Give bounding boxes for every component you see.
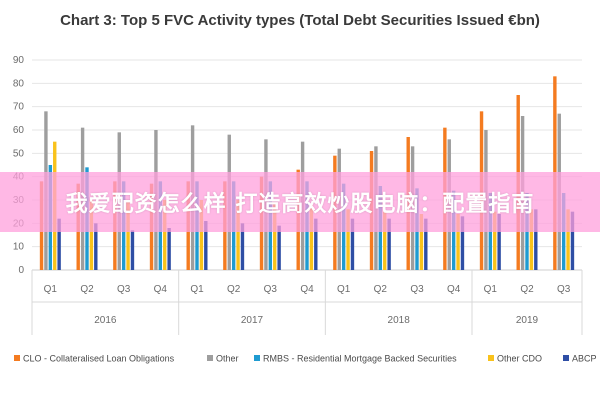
- y-tick-label: 50: [13, 148, 25, 159]
- y-tick-label: 70: [13, 102, 25, 113]
- year-label: 2019: [516, 315, 539, 326]
- bar: [309, 204, 314, 270]
- x-tick-label: Q1: [44, 284, 58, 295]
- x-tick-label: Q4: [447, 284, 461, 295]
- bar: [89, 200, 94, 270]
- x-axis: Q1 Q2 Q3 Q4 Q1 Q2 Q3 Q4 Q1 Q2 Q3 Q4 Q1 Q2 Q3 2016 2017 20…: [31, 270, 583, 335]
- bar: [236, 200, 240, 270]
- x-tick-label: Q2: [374, 284, 388, 295]
- bar: [130, 230, 135, 270]
- x-tick-label: Q1: [484, 284, 498, 295]
- bar: [167, 228, 171, 270]
- overlay-banner: 我爱配资怎么样 打造高效炒股电脑：配置指南: [0, 172, 600, 232]
- bar: [204, 221, 208, 270]
- bar: [346, 209, 350, 270]
- legend-label: Other CDO: [497, 354, 542, 364]
- bar: [94, 223, 98, 270]
- bar: [273, 202, 277, 270]
- bar: [493, 211, 497, 270]
- x-tick-label: Q1: [337, 284, 351, 295]
- bar: [424, 218, 428, 270]
- x-tick-label: Q3: [117, 284, 131, 295]
- x-tick-label: Q4: [154, 284, 168, 295]
- bar: [419, 214, 424, 270]
- x-tick-label: Q1: [190, 284, 204, 295]
- bar: [566, 209, 570, 270]
- x-tick-label: Q3: [264, 284, 278, 295]
- bar: [277, 225, 281, 270]
- bar: [199, 200, 204, 270]
- bar: [570, 211, 575, 270]
- x-tick-label: Q3: [410, 284, 424, 295]
- x-tick-label: Q2: [227, 284, 241, 295]
- bar: [163, 200, 167, 270]
- y-tick-label: 10: [13, 242, 25, 253]
- legend-swatch: [207, 355, 213, 361]
- chart-title: Chart 3: Top 5 FVC Activity types (Total…: [60, 12, 540, 29]
- y-tick-label: 80: [13, 78, 25, 89]
- bar: [240, 223, 245, 270]
- bar: [534, 209, 538, 270]
- legend-swatch: [488, 355, 494, 361]
- legend-label: Other: [216, 354, 239, 364]
- legend: CLO - Collateralised Loan Obligations Oth…: [14, 354, 597, 364]
- legend-label: CLO - Collateralised Loan Obligations: [23, 354, 175, 364]
- x-tick-label: Q3: [557, 284, 571, 295]
- bar: [314, 218, 318, 270]
- legend-swatch: [254, 355, 260, 361]
- y-tick-label: 90: [13, 55, 25, 66]
- y-axis-ticks: 0102030405060708090: [13, 55, 25, 276]
- legend-label: RMBS - Residential Mortgage Backed Secur…: [263, 354, 457, 364]
- legend-swatch: [563, 355, 569, 361]
- year-label: 2017: [241, 315, 264, 326]
- bar: [57, 218, 61, 270]
- legend-swatch: [14, 355, 20, 361]
- x-tick-label: Q2: [80, 284, 94, 295]
- year-label: 2016: [94, 315, 117, 326]
- bar: [383, 211, 387, 270]
- y-tick-label: 0: [18, 265, 24, 276]
- year-label: 2018: [388, 315, 411, 326]
- x-tick-label: Q4: [300, 284, 314, 295]
- bar: [126, 200, 130, 270]
- banner-text: 我爱配资怎么样 打造高效炒股电脑：配置指南: [65, 192, 535, 217]
- y-tick-label: 60: [13, 125, 25, 136]
- bar: [529, 209, 534, 270]
- bar: [350, 218, 355, 270]
- x-tick-label: Q2: [520, 284, 534, 295]
- bar: [456, 214, 460, 270]
- bar: [497, 214, 501, 270]
- legend-label: ABCP: [572, 354, 597, 364]
- bar: [460, 216, 465, 270]
- bar: [387, 218, 391, 270]
